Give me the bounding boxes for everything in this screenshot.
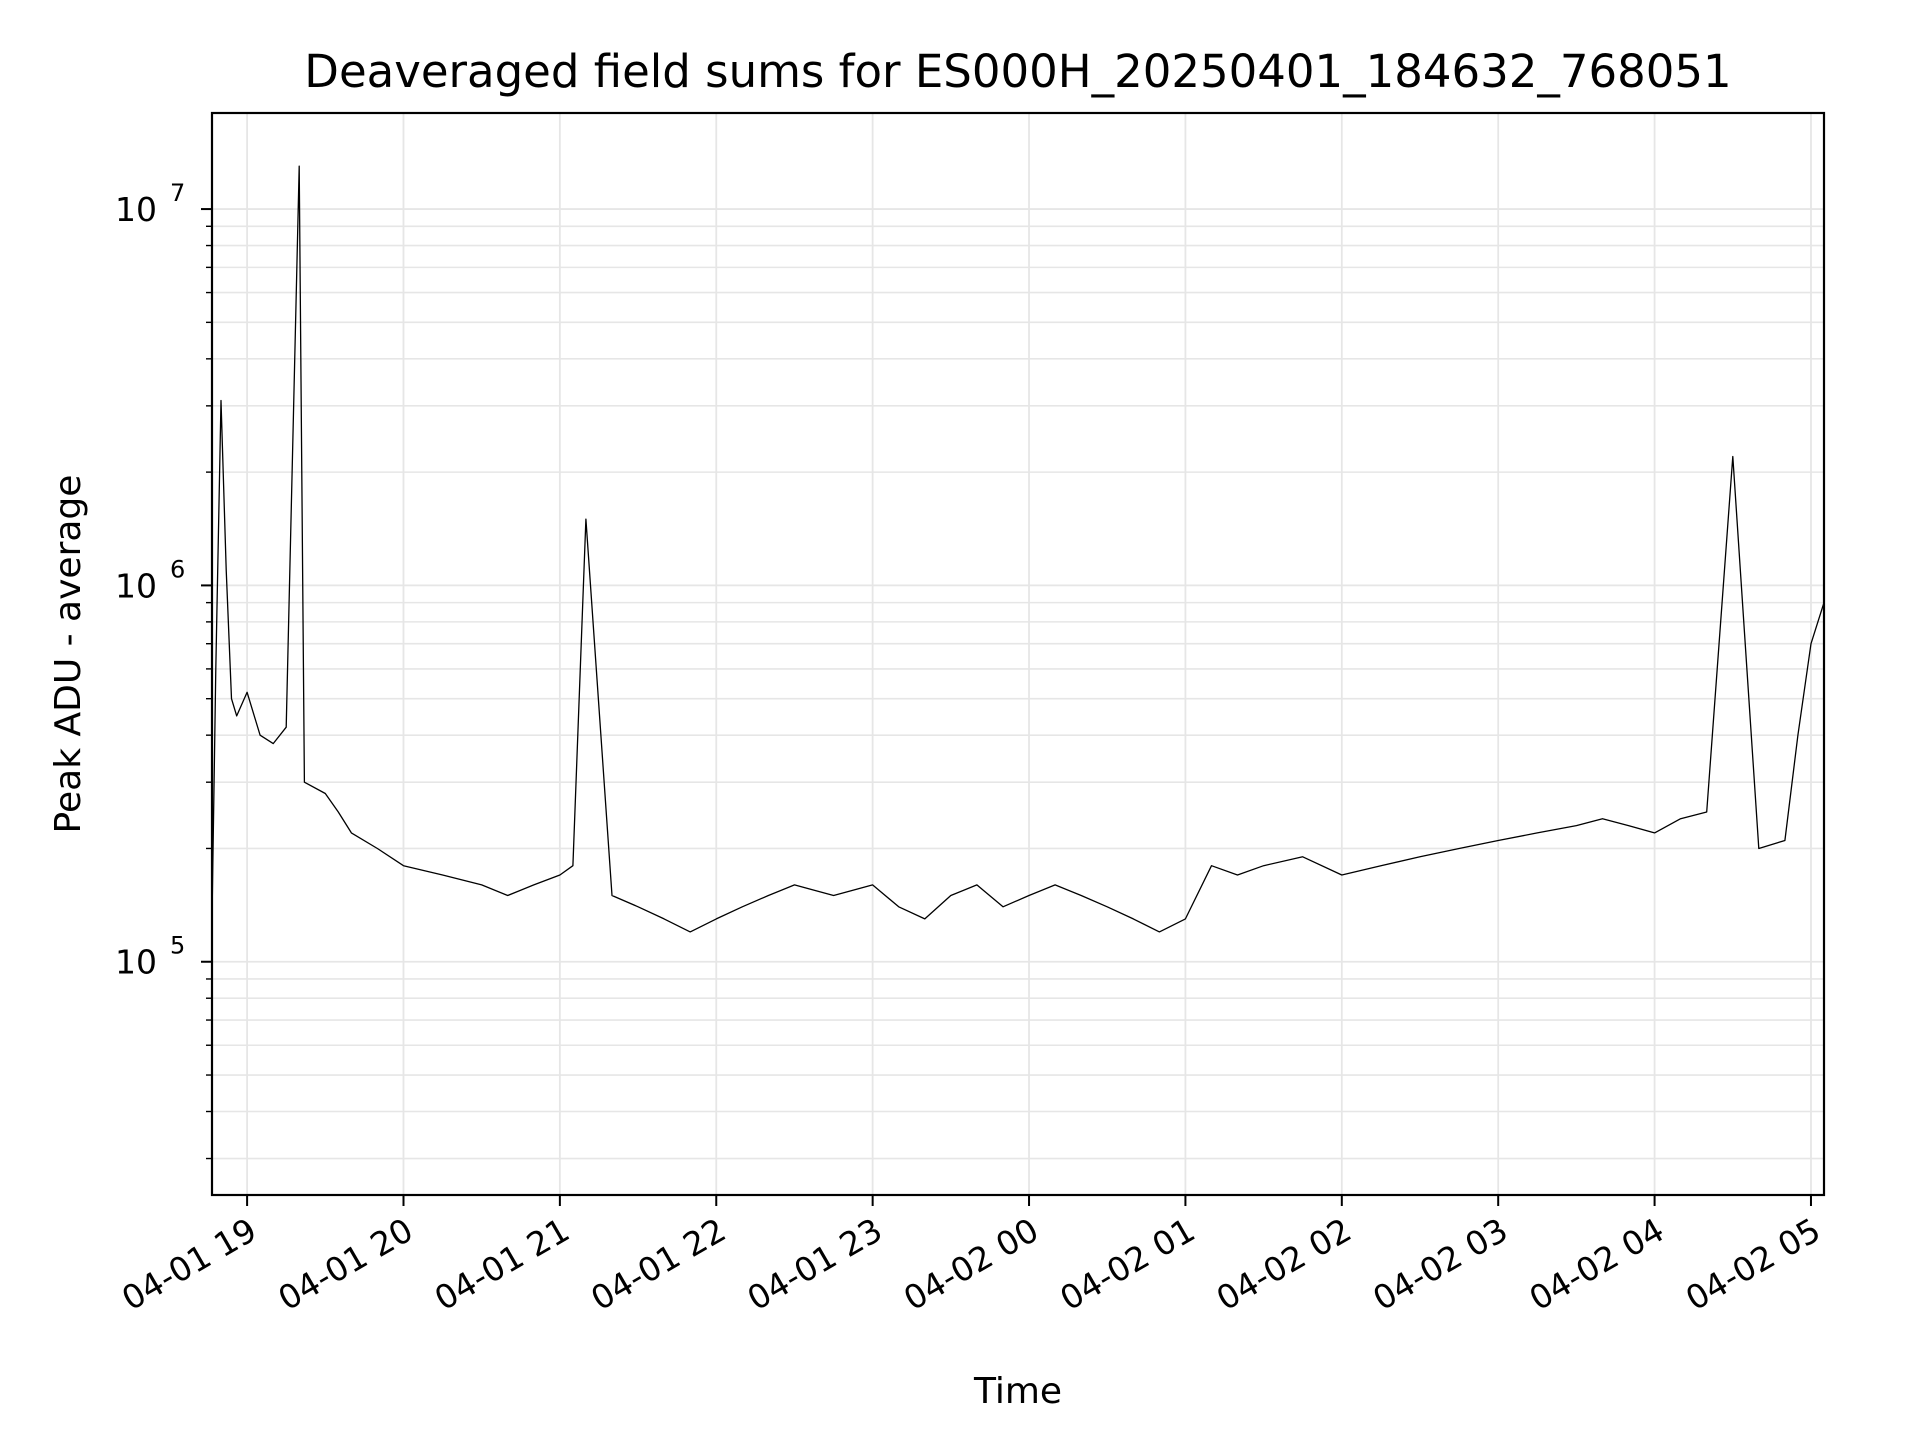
y-tick-exponent: 7 xyxy=(170,179,185,207)
y-tick-exponent: 5 xyxy=(170,932,185,960)
y-tick-label: 10 xyxy=(115,566,157,605)
plot-frame xyxy=(210,111,1826,1197)
y-tick-label: 10 xyxy=(115,943,157,982)
y-tick-exponent: 6 xyxy=(170,555,185,583)
x-axis-label: Time xyxy=(973,1371,1062,1412)
y-tick-label: 10 xyxy=(115,190,157,229)
y-axis-label: Peak ADU - average xyxy=(48,475,89,834)
series-line xyxy=(211,165,1825,933)
grid xyxy=(212,113,1824,1195)
chart-title: Deaveraged field sums for ES000H_2025040… xyxy=(304,45,1731,98)
